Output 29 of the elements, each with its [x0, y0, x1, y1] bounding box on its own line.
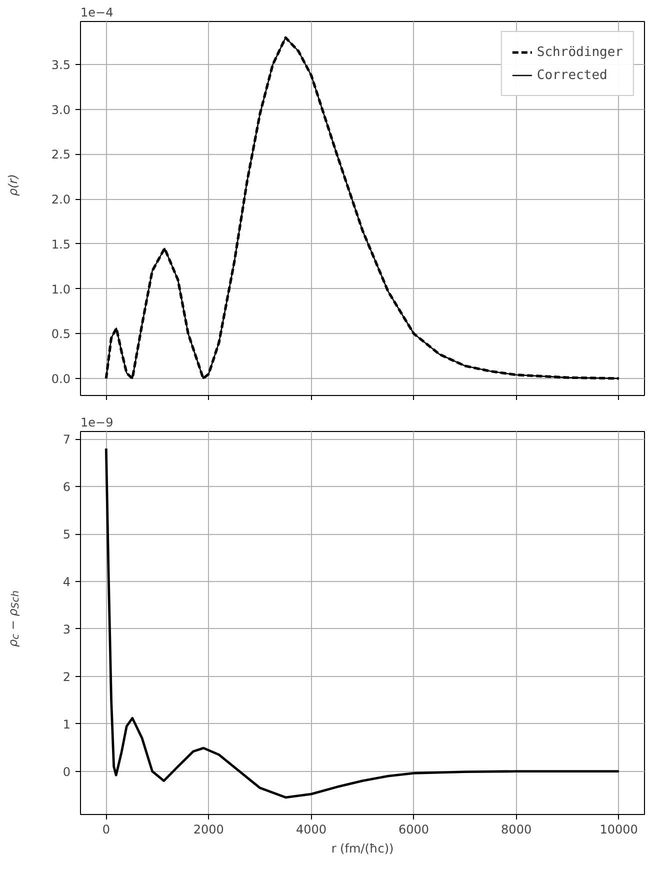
y-tick-label: 3.0 [51, 102, 71, 117]
x-tick-label: 6000 [398, 822, 430, 836]
x-tick-label: 4000 [296, 822, 327, 836]
y-tick-label: 0.5 [51, 327, 71, 342]
y-tick-label: 1.0 [51, 282, 71, 296]
line-series [104, 447, 620, 799]
text: 1e−9 [80, 416, 114, 430]
y-tick-label: 0 [62, 764, 71, 779]
x-tick-label: 0 [102, 822, 110, 836]
y-tick-label: 2.0 [51, 192, 71, 207]
y-tick-label: 6 [62, 480, 71, 494]
y-tick-label: 4 [62, 574, 71, 589]
y-tick-label: 1 [62, 717, 71, 732]
y-tick-label: 2 [62, 670, 71, 684]
y-tick-label: 2.5 [51, 148, 71, 162]
legend-label: Corrected [536, 68, 608, 82]
y-tick-label: 1.5 [51, 237, 71, 252]
x-axis-title: r (fm/(ħc)) [331, 842, 394, 856]
y-axis-title: ρ(r) [5, 173, 21, 198]
legend-label: Schrödinger [536, 44, 623, 60]
x-tick-label: 10000 [600, 822, 638, 836]
y-tick-label: 5 [62, 528, 71, 542]
y-tick-label: 3.5 [51, 58, 71, 72]
text: 1e−4 [80, 6, 114, 20]
y-tick-label: 0.0 [51, 372, 71, 386]
x-tick-label: 8000 [501, 822, 532, 836]
x-tick-label: 2000 [193, 822, 224, 836]
y-tick-label: 3 [62, 622, 71, 636]
y-tick-label: 7 [62, 432, 71, 447]
